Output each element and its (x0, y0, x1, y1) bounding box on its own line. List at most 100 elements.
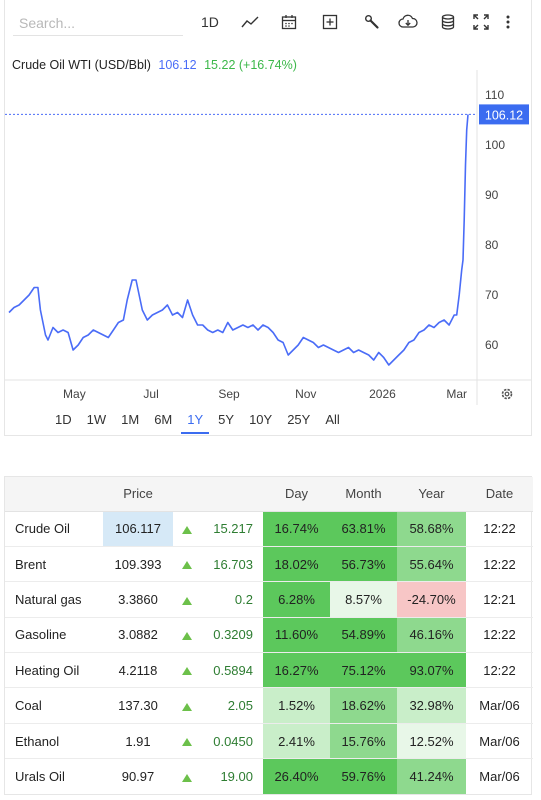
year-change-pct: -24.70% (397, 581, 466, 618)
up-arrow-icon (173, 723, 201, 760)
x-tick-label: Sep (218, 387, 240, 401)
commodity-change: 16.703 (201, 546, 263, 583)
plus-box-icon[interactable] (322, 10, 338, 34)
line-chart-icon[interactable] (241, 10, 259, 34)
price-chart[interactable]: 60 70 80 90 100 110 May Jul Sep Nov 2026 Mar 106.12 (5, 70, 531, 405)
table-row[interactable]: Crude Oil 106.117 15.217 16.74% 63.81% 58.68%… (5, 511, 533, 547)
commodity-name[interactable]: Coal (5, 687, 103, 724)
up-arrow-icon (173, 617, 201, 654)
range-25y[interactable]: 25Y (287, 412, 311, 427)
month-change-pct: 56.73% (330, 546, 397, 583)
year-change-pct: 55.64% (397, 546, 466, 583)
chart-toolbar: 1D (5, 0, 533, 44)
commodity-name[interactable]: Natural gas (5, 581, 103, 618)
year-change-pct: 12.52% (397, 723, 466, 760)
up-arrow-icon (173, 687, 201, 724)
header-price[interactable]: Price (103, 477, 173, 512)
range-5y[interactable]: 5Y (218, 412, 235, 427)
price-series-line[interactable] (8, 114, 469, 366)
update-date: 12:22 (466, 546, 533, 583)
update-date: Mar/06 (466, 723, 533, 760)
range-1w[interactable]: 1W (86, 412, 107, 427)
interval-button[interactable]: 1D (201, 14, 219, 30)
update-date: Mar/06 (466, 687, 533, 724)
x-tick-label: Jul (143, 387, 158, 401)
table-row[interactable]: Urals Oil 90.97 19.00 26.40% 59.76% 41.24% Mar… (5, 758, 533, 795)
gear-icon[interactable] (501, 388, 513, 400)
commodity-change: 0.0450 (201, 723, 263, 760)
update-date: 12:22 (466, 617, 533, 654)
range-1y[interactable]: 1Y (181, 408, 210, 434)
range-all[interactable]: All (325, 412, 340, 427)
day-change-pct: 11.60% (263, 617, 330, 654)
commodities-table: Price Day Month Year Date Crude Oil 106.1… (4, 476, 533, 796)
up-arrow-icon (173, 511, 201, 547)
update-date: 12:21 (466, 581, 533, 618)
commodity-price: 109.393 (103, 546, 173, 583)
header-year[interactable]: Year (397, 477, 466, 512)
header-month[interactable]: Month (330, 477, 397, 512)
more-vertical-icon[interactable] (505, 10, 511, 34)
table-row[interactable]: Heating Oil 4.2118 0.5894 16.27% 75.12% 93.07… (5, 652, 533, 689)
month-change-pct: 63.81% (330, 511, 397, 547)
commodity-price: 1.91 (103, 723, 173, 760)
commodity-price: 90.97 (121, 769, 155, 785)
commodity-name[interactable]: Crude Oil (5, 511, 103, 547)
commodity-name[interactable]: Brent (5, 546, 103, 583)
commodity-price: 3.3860 (103, 581, 173, 618)
legend-change: 15.22 (+16.74%) (204, 58, 297, 72)
header-date[interactable]: Date (466, 477, 533, 512)
chart-widget: 1D Crude Oil WTI (USD/Bbl) 106.12 15.22 … (4, 0, 532, 436)
y-tick-label: 100 (485, 138, 505, 152)
update-date: 12:22 (466, 511, 533, 547)
table-row[interactable]: Natural gas 3.3860 0.2 6.28% 8.57% -24.70% 12:… (5, 581, 533, 618)
table-row[interactable]: Brent 109.393 16.703 18.02% 56.73% 55.64% 12:2… (5, 546, 533, 583)
commodity-change: 19.00 (220, 769, 253, 785)
year-change-pct: 41.24% (397, 758, 466, 795)
year-change-pct: 93.07% (397, 652, 466, 689)
month-change-pct: 75.12% (330, 652, 397, 689)
x-tick-label: Mar (446, 387, 467, 401)
table-row[interactable]: Ethanol 1.91 0.0450 2.41% 15.76% 12.52% Mar/06 (5, 723, 533, 760)
month-change-pct: 15.76% (330, 723, 397, 760)
calendar-icon[interactable] (281, 10, 297, 34)
commodity-change: 15.217 (201, 511, 263, 547)
table-row[interactable]: Coal 137.30 2.05 1.52% 18.62% 32.98% Mar/06 (5, 687, 533, 724)
commodity-name[interactable]: Heating Oil (5, 652, 103, 689)
month-change-pct: 8.57% (330, 581, 397, 618)
up-arrow-icon (173, 581, 201, 618)
commodity-change: 0.5894 (201, 652, 263, 689)
commodity-price: 137.30 (103, 687, 173, 724)
commodity-name[interactable]: Urals Oil (15, 769, 65, 785)
update-date: Mar/06 (479, 769, 520, 785)
wrench-icon[interactable] (364, 10, 380, 34)
month-change-pct: 18.62% (330, 687, 397, 724)
x-tick-label: 2026 (369, 387, 396, 401)
range-6m[interactable]: 6M (154, 412, 173, 427)
range-1m[interactable]: 1M (121, 412, 140, 427)
commodity-name[interactable]: Gasoline (5, 617, 103, 654)
cloud-download-icon[interactable] (398, 10, 418, 34)
month-change-pct: 54.89% (330, 617, 397, 654)
commodity-price: 4.2118 (103, 652, 173, 689)
header-day[interactable]: Day (263, 477, 330, 512)
day-change-pct: 18.02% (263, 546, 330, 583)
commodity-price: 3.0882 (103, 617, 173, 654)
year-change-pct: 46.16% (397, 617, 466, 654)
commodity-name[interactable]: Ethanol (5, 723, 103, 760)
y-tick-label: 70 (485, 288, 499, 302)
database-icon[interactable] (441, 10, 455, 34)
year-change-pct: 58.68% (397, 511, 466, 547)
commodity-price: 106.117 (103, 511, 173, 547)
range-1d[interactable]: 1D (55, 412, 72, 427)
commodity-change: 0.2 (201, 581, 263, 618)
range-10y[interactable]: 10Y (249, 412, 273, 427)
header-change (201, 477, 263, 512)
y-tick-label: 110 (485, 88, 504, 102)
day-change-pct: 16.74% (263, 511, 330, 547)
table-header-row: Price Day Month Year Date (5, 477, 533, 512)
table-row[interactable]: Gasoline 3.0882 0.3209 11.60% 54.89% 46.16% 12… (5, 617, 533, 654)
fullscreen-icon[interactable] (473, 10, 489, 34)
day-change-pct: 2.41% (263, 723, 330, 760)
search-input[interactable] (13, 10, 183, 36)
